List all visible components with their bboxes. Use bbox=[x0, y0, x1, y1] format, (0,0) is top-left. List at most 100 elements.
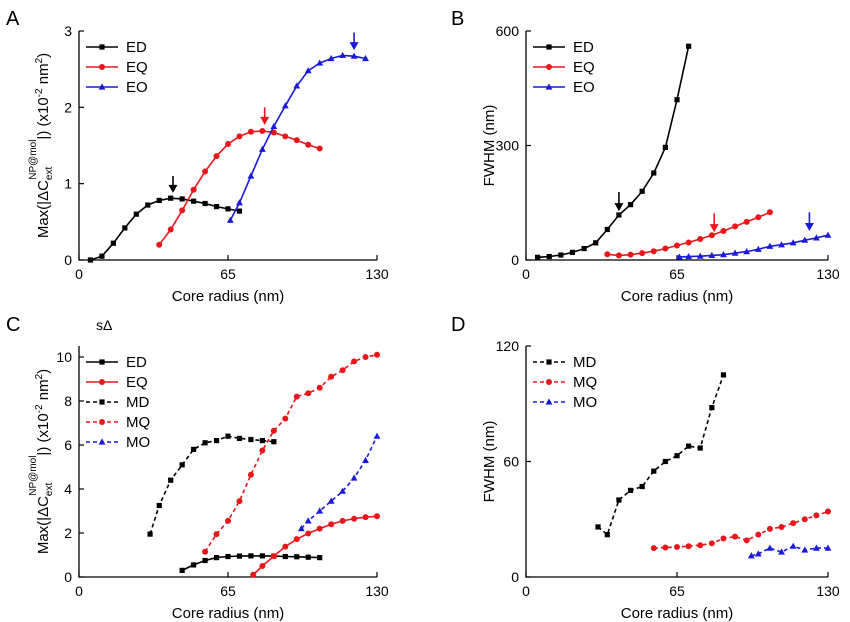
y-axis-label: Max(|ΔCextNP@mol|) (x10-2 nm2) bbox=[28, 53, 55, 238]
y-tick-label: 8 bbox=[64, 393, 72, 409]
data-point bbox=[595, 524, 601, 530]
data-point bbox=[801, 516, 808, 523]
data-point bbox=[270, 553, 277, 560]
series-mq bbox=[650, 508, 831, 552]
peak-arrow bbox=[168, 176, 178, 193]
series-line-mq bbox=[653, 510, 829, 549]
data-point bbox=[743, 537, 750, 544]
series-line-eq bbox=[158, 130, 320, 246]
data-point bbox=[247, 471, 254, 478]
legend-label: EO bbox=[573, 79, 595, 96]
legend-entry-md: MD bbox=[533, 354, 596, 371]
data-point bbox=[350, 52, 358, 59]
series-ed bbox=[87, 195, 243, 263]
data-point bbox=[339, 487, 347, 494]
y-axis-label: FWHM (nm) bbox=[481, 421, 498, 503]
data-point bbox=[627, 251, 634, 258]
legend-label: MD bbox=[126, 394, 149, 411]
x-tick-label: 130 bbox=[816, 266, 840, 282]
legend-entry-md: MD bbox=[86, 394, 149, 411]
legend-entry-ed: ED bbox=[533, 39, 594, 56]
data-point bbox=[179, 462, 185, 468]
data-point bbox=[110, 240, 116, 246]
data-point bbox=[87, 257, 94, 263]
data-point bbox=[225, 206, 231, 212]
data-point bbox=[145, 202, 151, 208]
data-point bbox=[327, 497, 335, 504]
data-point bbox=[339, 367, 346, 374]
panel-d: D 0 65 130 0 60 120 Core radius (nm) FWHM (nm) MD… bbox=[451, 314, 840, 622]
data-point bbox=[720, 535, 727, 542]
data-point bbox=[250, 571, 257, 578]
data-point bbox=[225, 517, 231, 524]
legend-marker bbox=[99, 419, 105, 425]
legend-entry-eo: EO bbox=[86, 79, 148, 96]
legend-marker bbox=[546, 379, 552, 385]
legend-label: MO bbox=[126, 434, 150, 451]
legend-entry-mo: MO bbox=[533, 394, 597, 411]
data-point bbox=[202, 200, 208, 207]
y-axis-label: Max(|ΔCextNP@mol|) (x10-2 nm2) bbox=[28, 369, 55, 554]
legend-entry-mo: MO bbox=[86, 434, 150, 451]
panel-b: B 0 65 130 0 300 600 Core radius (nm) FWHM (nm) E… bbox=[451, 8, 840, 305]
data-point bbox=[213, 531, 220, 538]
x-tick-label: 0 bbox=[75, 266, 83, 282]
legend: ED EQ EO bbox=[533, 39, 595, 96]
series-eq bbox=[250, 513, 380, 578]
data-point bbox=[615, 252, 622, 259]
data-point bbox=[812, 234, 820, 241]
legend-label: MQ bbox=[573, 374, 597, 391]
data-point bbox=[259, 438, 265, 444]
data-point bbox=[604, 532, 610, 538]
data-point bbox=[546, 253, 552, 260]
data-point bbox=[213, 203, 220, 210]
panel-a: A 0 65 130 0 1 2 3 Core radius (nm) Max(|ΔCextNP@… bbox=[6, 8, 389, 305]
data-point bbox=[191, 562, 197, 568]
data-point bbox=[259, 127, 266, 134]
data-point bbox=[293, 536, 300, 543]
data-point bbox=[558, 252, 564, 258]
data-point bbox=[686, 443, 692, 449]
data-point bbox=[662, 458, 668, 465]
series-line-mq bbox=[204, 354, 378, 553]
data-point bbox=[720, 372, 727, 378]
data-point bbox=[581, 245, 587, 252]
data-point bbox=[259, 447, 266, 454]
y-tick-label: 600 bbox=[496, 23, 520, 39]
data-point bbox=[305, 554, 311, 560]
legend-label: EQ bbox=[126, 59, 148, 76]
legend: ED EQ MD MQ MO bbox=[86, 354, 150, 451]
data-point bbox=[191, 446, 197, 452]
data-point bbox=[339, 517, 346, 524]
y-tick-label: 60 bbox=[503, 454, 519, 470]
data-point bbox=[304, 67, 312, 74]
data-point bbox=[236, 498, 243, 505]
data-point bbox=[789, 239, 797, 246]
legend-label: ED bbox=[573, 39, 594, 56]
x-tick-label: 65 bbox=[669, 266, 685, 282]
data-point bbox=[122, 225, 128, 231]
data-point bbox=[374, 351, 380, 358]
data-point bbox=[675, 253, 683, 260]
legend-marker bbox=[98, 83, 106, 90]
data-point bbox=[732, 223, 739, 230]
data-point bbox=[604, 251, 611, 258]
panel-letter: B bbox=[451, 8, 464, 30]
series-eo bbox=[675, 231, 832, 260]
data-point bbox=[708, 540, 715, 547]
peak-arrow bbox=[804, 212, 814, 231]
data-point bbox=[147, 531, 153, 537]
panel-letter: C bbox=[6, 314, 20, 336]
data-point bbox=[685, 252, 693, 260]
legend-label: EQ bbox=[573, 59, 595, 76]
data-point bbox=[281, 102, 289, 109]
y-tick-label: 4 bbox=[64, 481, 72, 497]
y-tick-label: 2 bbox=[64, 525, 72, 541]
data-point bbox=[824, 231, 832, 238]
data-point bbox=[616, 212, 622, 218]
data-point bbox=[778, 548, 785, 555]
data-point bbox=[766, 544, 774, 551]
legend-label: MO bbox=[573, 394, 597, 411]
data-point bbox=[271, 439, 277, 445]
